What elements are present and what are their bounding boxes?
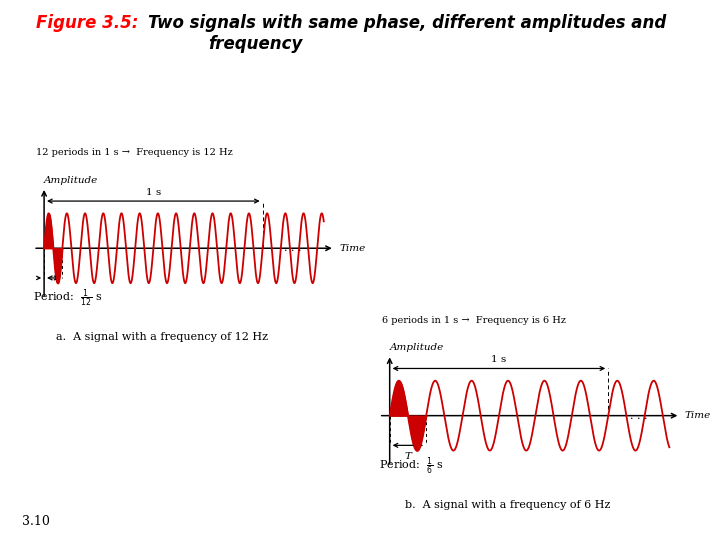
Text: Figure 3.5:: Figure 3.5: — [36, 14, 138, 31]
Text: 12 periods in 1 s →  Frequency is 12 Hz: 12 periods in 1 s → Frequency is 12 Hz — [36, 148, 233, 158]
Text: a.  A signal with a frequency of 12 Hz: a. A signal with a frequency of 12 Hz — [56, 332, 268, 342]
Text: 3.10: 3.10 — [22, 515, 50, 528]
Text: b.  A signal with a frequency of 6 Hz: b. A signal with a frequency of 6 Hz — [405, 500, 610, 510]
Text: Time: Time — [339, 244, 365, 253]
Text: Period:  $\frac{1}{12}$ s: Period: $\frac{1}{12}$ s — [33, 288, 103, 309]
Text: 1 s: 1 s — [491, 355, 507, 364]
Text: . . .: . . . — [284, 243, 302, 253]
Text: 1 s: 1 s — [145, 188, 161, 197]
Text: Two signals with same phase, different amplitudes and: Two signals with same phase, different a… — [148, 14, 666, 31]
Text: Amplitude: Amplitude — [44, 176, 99, 185]
Text: Period:  $\frac{1}{6}$ s: Period: $\frac{1}{6}$ s — [379, 455, 444, 477]
Text: 6 periods in 1 s →  Frequency is 6 Hz: 6 periods in 1 s → Frequency is 6 Hz — [382, 316, 566, 325]
Text: Amplitude: Amplitude — [390, 343, 444, 352]
Text: T: T — [405, 451, 411, 461]
Text: Time: Time — [685, 411, 711, 420]
Text: frequency: frequency — [208, 35, 303, 53]
Text: . . .: . . . — [630, 410, 647, 421]
